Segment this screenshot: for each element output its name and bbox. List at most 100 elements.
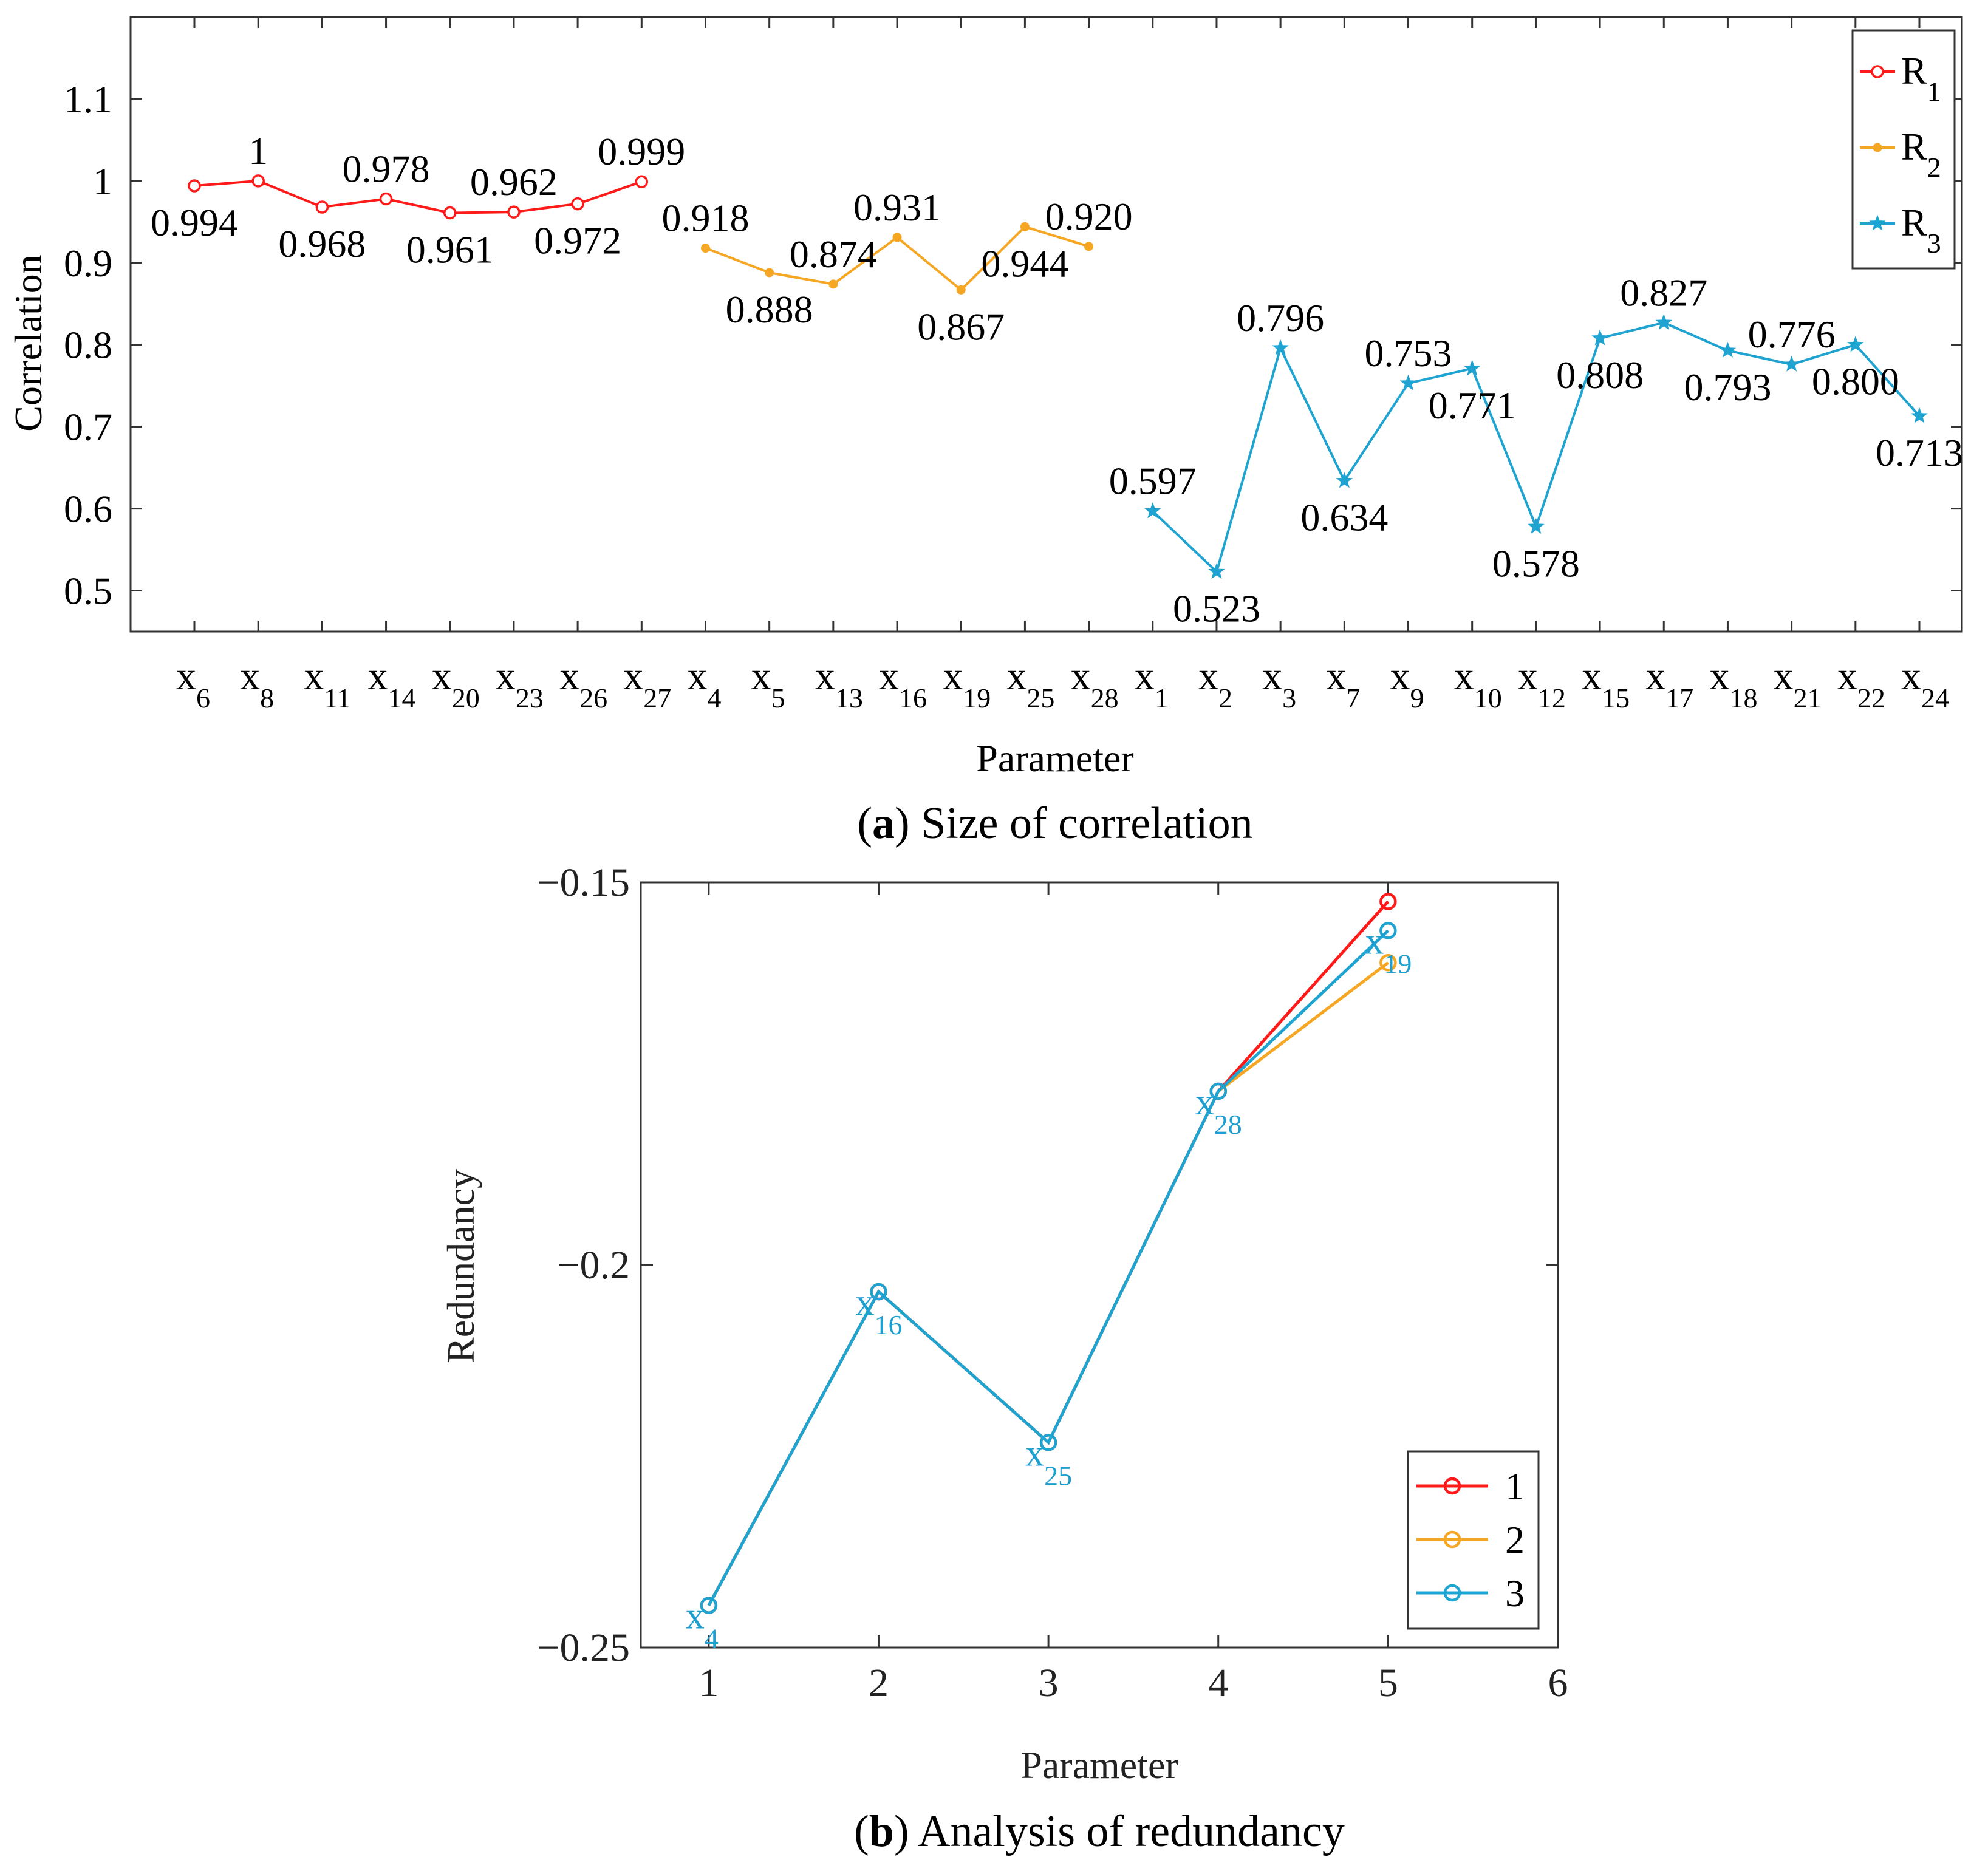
chart-a-ytick-label: 1 [93,160,112,203]
chart-b-legend-marker [1443,1584,1461,1602]
chart-a-data-label: 0.597 [1109,460,1197,503]
chart-a-xtick-label: x2 [1198,654,1232,714]
chart-b-point-label: x16 [855,1282,902,1340]
chart-a-legend-marker [1869,214,1886,231]
chart-a-data-label: 0.753 [1365,332,1452,375]
chart-b-point-label: x4 [686,1596,719,1654]
chart-b-ytick-label: −0.15 [537,861,630,905]
chart-a-point-r2 [828,279,838,289]
chart-a-xlabel: Parameter [976,737,1133,780]
chart-a-data-label: 0.523 [1173,587,1260,630]
chart-b-xtick-label: 4 [1208,1661,1228,1705]
chart-a-xtick-label: x9 [1390,654,1424,714]
chart-a-point-r3 [1911,407,1928,423]
chart-b-point-label: x25 [1025,1433,1072,1491]
chart-a-point-r2 [1020,222,1030,231]
chart-b-caption-letter: b [869,1807,894,1856]
chart-a-xtick-label: x8 [240,654,274,714]
chart-a-data-label: 0.999 [598,130,685,173]
chart-a-caption-letter: a [872,799,895,848]
chart-a-data-label: 0.962 [470,160,558,203]
chart-b-series-line-2 [707,961,1389,1606]
chart-a-point-r1 [443,206,457,220]
chart-b-legend-label: 1 [1505,1465,1525,1508]
chart-a-xtick-label: x16 [879,654,927,714]
chart-a-point-r1 [379,192,393,206]
chart-b-point-3 [1039,1434,1057,1451]
chart-a-xtick-label: x5 [751,654,785,714]
chart-a-data-label: 0.800 [1812,360,1899,403]
chart-a-xtick-label: x24 [1901,654,1949,714]
chart-a-xtick-label: x4 [687,654,721,714]
chart-a-point-r3 [1719,341,1737,358]
chart-a-point-r3 [1272,339,1289,355]
chart-b-ytick-label: −0.25 [537,1626,630,1670]
chart-a-legend-label: R3 [1901,201,1941,259]
chart-a-ytick-label: 0.6 [64,488,112,531]
chart-b: −0.25 −0.2 −0.15 1 2 3 4 5 6 x4 x16 x25 x28 x19 Red… [439,861,1568,1856]
chart-a-legend-box [1851,29,1956,270]
chart-a-xtick-label: x6 [176,654,210,714]
chart-a-point-r2 [700,244,710,253]
chart-a-ytick-label: 1.1 [64,78,112,121]
chart-a-point-r3 [1399,374,1417,390]
chart-b-series-line-1 [707,900,1390,1606]
chart-a-data-label: 0.920 [1045,195,1133,238]
chart-a-ytick-label: 0.9 [64,242,112,285]
chart-a-point-r2 [956,285,966,295]
chart-b-legend-marker [1443,1530,1461,1549]
chart-a-point-r3 [1144,502,1161,519]
chart-b-legend: 1 2 3 [1407,1450,1540,1630]
chart-a-data-label: 0.888 [726,288,813,331]
chart-a-xtick-label: x15 [1582,654,1630,714]
chart-a-point-r3 [1208,563,1225,579]
chart-b-point-3 [1209,1082,1227,1100]
chart-a-data-label: 0.578 [1492,542,1580,585]
chart-a-data-label: 0.867 [917,305,1005,348]
chart-a-xtick-label: x17 [1645,654,1693,714]
chart-b-series-line-3 [707,929,1390,1606]
chart-a-data-label: 0.994 [151,201,238,244]
chart-b-xtick-label: 1 [699,1661,719,1705]
chart-a-data-label: 0.808 [1556,353,1644,397]
chart-a-data-label: 0.713 [1876,431,1963,474]
chart-b-xtick-label: 3 [1039,1661,1059,1705]
chart-a-xtick-label: x11 [304,654,350,714]
chart-a-point-r1 [251,174,265,188]
chart-a-xtick-label: x12 [1518,654,1566,714]
chart-a-data-label: 0.793 [1684,366,1771,409]
chart-a-data-label: 0.771 [1429,384,1516,427]
chart-a-series-line-r3 [1152,321,1921,574]
chart-a-data-label: 0.634 [1300,496,1388,539]
chart-a-xtick-label: x28 [1071,654,1119,714]
chart-a-point-r2 [892,233,902,242]
chart-a-point-r3 [1463,360,1481,376]
chart-a-ytick-label: 0.5 [64,570,112,613]
chart-b-point-label: x28 [1195,1082,1242,1140]
chart-a-data-label: 0.968 [278,222,366,265]
chart-b-xtick-label: 6 [1548,1661,1568,1705]
chart-a-legend-marker [1873,143,1882,152]
chart-a-data-label: 0.918 [661,197,749,240]
chart-a-data-label: 0.827 [1620,271,1707,314]
chart-a-xtick-label: x10 [1454,654,1502,714]
chart-b-xtick-label: 5 [1378,1661,1398,1705]
chart-a-plot-area [129,16,1963,633]
chart-b-point-2 [1379,954,1397,972]
chart-b-caption-text: Analysis of redundancy [918,1807,1345,1856]
chart-a-xtick-label: x3 [1262,654,1296,714]
chart-b-legend-label: 3 [1505,1572,1525,1615]
chart-a-series-line-r1 [194,179,642,214]
chart-a-caption-text: Size of correlation [921,799,1253,848]
chart-a-point-r3 [1655,313,1672,330]
chart-b-xlabel: Parameter [1020,1743,1178,1787]
chart-a-data-label: 0.776 [1748,313,1836,356]
chart-a-legend: R1 R2 R3 [1851,29,1956,270]
chart-a-xtick-label: x1 [1135,654,1169,714]
chart-a-xtick-label: x26 [559,654,607,714]
chart-a-xtick-label: x27 [623,654,671,714]
chart-b-ytick-label: −0.2 [557,1243,630,1287]
chart-a-data-label: 0.978 [343,148,430,191]
chart-a-point-r2 [765,268,774,278]
chart-b-point-1 [1379,893,1397,910]
